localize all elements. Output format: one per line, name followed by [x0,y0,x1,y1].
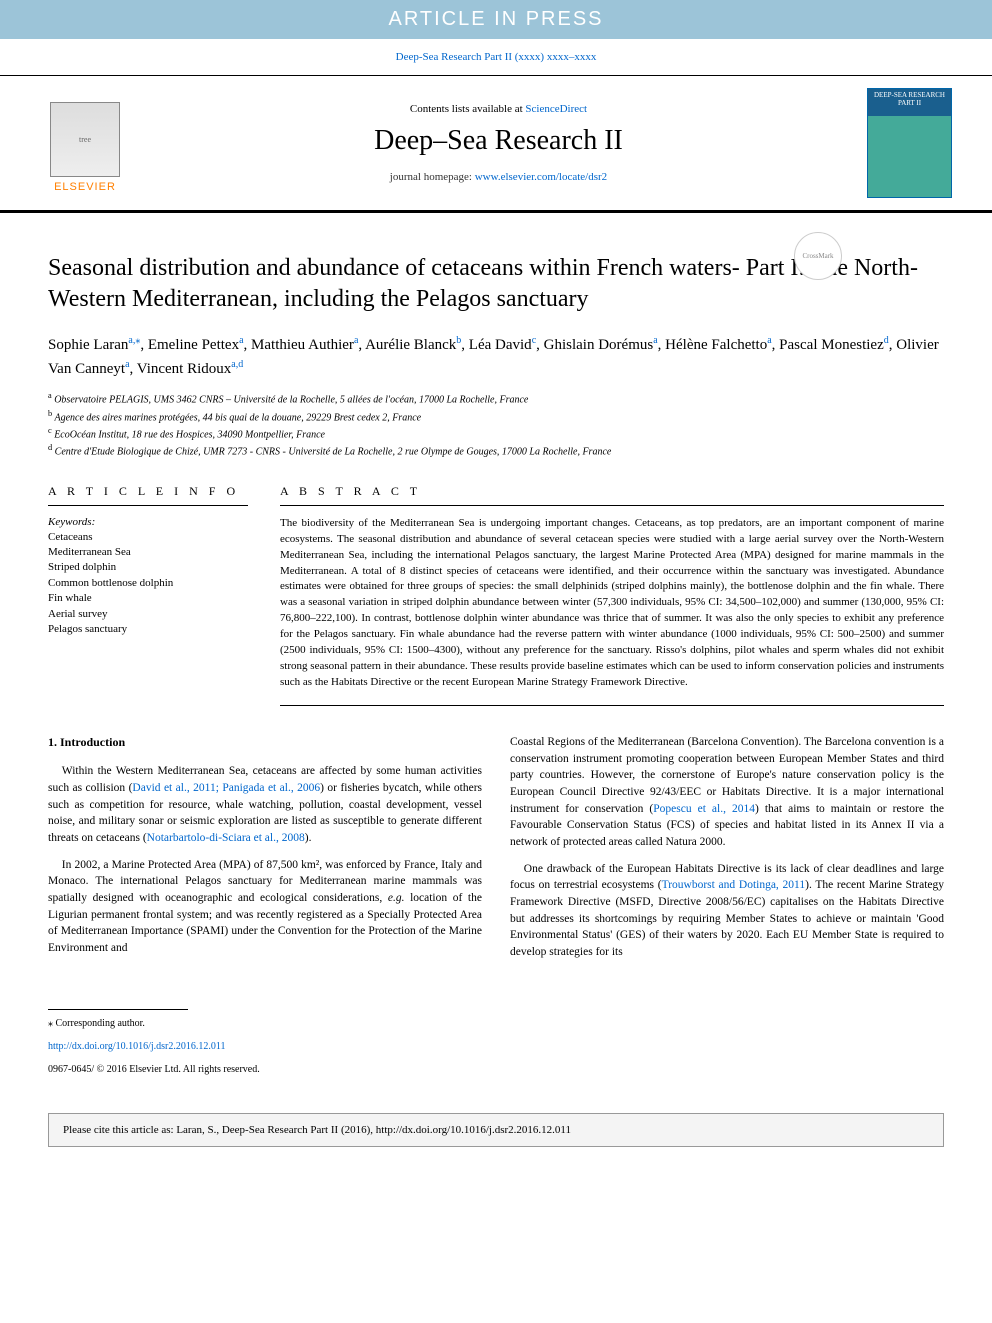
author: Pascal Monestiezd [779,337,889,353]
journal-header: tree ELSEVIER Contents lists available a… [0,75,992,213]
abstract-column: A B S T R A C T The biodiversity of the … [280,484,944,706]
abstract-heading: A B S T R A C T [280,484,944,506]
elsevier-tree-icon: tree [50,102,120,177]
info-abstract-row: A R T I C L E I N F O Keywords: Cetacean… [48,484,944,706]
affil-link[interactable]: a [239,335,243,346]
affiliation-line: b Agence des aires marines protégées, 44… [48,408,944,425]
intro-paragraph-2: In 2002, a Marine Protected Area (MPA) o… [48,857,482,957]
body-columns: 1. Introduction Within the Western Medit… [48,734,944,971]
contents-list-line: Contents lists available at ScienceDirec… [130,103,867,115]
article-info-column: A R T I C L E I N F O Keywords: Cetacean… [48,484,248,706]
crossmark-icon[interactable]: CrossMark [794,232,842,280]
journal-name: Deep–Sea Research II [130,125,867,157]
affil-link[interactable]: b [456,335,461,346]
keyword: Aerial survey [48,607,248,622]
citation-trouwborst-2011[interactable]: Trouwborst and Dotinga, 2011 [662,879,806,891]
keyword: Fin whale [48,591,248,606]
contents-prefix: Contents lists available at [410,103,525,115]
keyword: Pelagos sanctuary [48,622,248,637]
footer-block: ⁎ Corresponding author. http://dx.doi.or… [0,1009,992,1097]
author-affil-marker: a [767,335,771,346]
abstract-text: The biodiversity of the Mediterranean Se… [280,516,944,706]
affiliation-line: c EcoOcéan Institut, 18 rue des Hospices… [48,425,944,442]
doi-link[interactable]: http://dx.doi.org/10.1016/j.dsr2.2016.12… [48,1039,944,1054]
keyword: Mediterranean Sea [48,545,248,560]
corresponding-author-note: ⁎ Corresponding author. [48,1016,944,1031]
elsevier-logo: tree ELSEVIER [40,93,130,193]
author-affil-marker: a,⁎ [128,335,140,346]
affil-link[interactable]: c [532,335,536,346]
author-affil-marker: a [354,335,358,346]
copyright-line: 0967-0645/ © 2016 Elsevier Ltd. All righ… [48,1062,944,1077]
affil-link[interactable]: a [125,359,129,370]
homepage-link[interactable]: www.elsevier.com/locate/dsr2 [475,171,607,183]
keyword: Cetaceans [48,530,248,545]
author-affil-marker: a [653,335,657,346]
affil-link[interactable]: a [653,335,657,346]
citation-box: Please cite this article as: Laran, S., … [48,1113,944,1147]
author: Vincent Ridouxa,d [137,361,243,377]
author-affil-marker: b [456,335,461,346]
footnote-rule [48,1009,188,1010]
author: Matthieu Authiera [251,337,358,353]
author: Aurélie Blanckb [365,337,461,353]
author: Hélène Falchettoa [665,337,772,353]
affiliations: a Observatoire PELAGIS, UMS 3462 CNRS – … [48,390,944,459]
author-list: Sophie Larana,⁎, Emeline Pettexa, Matthi… [48,333,944,380]
keyword: Common bottlenose dolphin [48,576,248,591]
author-affil-marker: c [532,335,536,346]
author: Ghislain Dorémusa [544,337,658,353]
homepage-prefix: journal homepage: [390,171,475,183]
keywords-label: Keywords: [48,516,248,528]
journal-cover-thumbnail: DEEP-SEA RESEARCH PART II [867,88,952,198]
author: Léa Davidc [469,337,536,353]
affil-link[interactable]: a [767,335,771,346]
elsevier-text: ELSEVIER [54,181,116,193]
body-column-left: 1. Introduction Within the Western Medit… [48,734,482,971]
author-affil-marker: a [239,335,243,346]
affil-link[interactable]: d [884,335,889,346]
author-affil-marker: a [125,359,129,370]
article-in-press-banner: ARTICLE IN PRESS [0,0,992,39]
introduction-heading: 1. Introduction [48,734,482,751]
citation-david-2011[interactable]: David et al., 2011; Panigada et al., 200… [132,782,320,794]
author-affil-marker: d [884,335,889,346]
article-body: Seasonal distribution and abundance of c… [0,213,992,991]
header-center: Contents lists available at ScienceDirec… [130,103,867,183]
sciencedirect-link[interactable]: ScienceDirect [525,103,587,115]
keywords-list: CetaceansMediterranean SeaStriped dolphi… [48,530,248,638]
affiliation-line: d Centre d'Etude Biologique de Chizé, UM… [48,442,944,459]
affil-link[interactable]: a,d [231,359,243,370]
keyword: Striped dolphin [48,560,248,575]
affil-link[interactable]: a, [128,335,135,346]
author-affil-marker: a,d [231,359,243,370]
journal-reference-line: Deep-Sea Research Part II (xxxx) xxxx–xx… [0,39,992,75]
intro-paragraph-1: Within the Western Mediterranean Sea, ce… [48,763,482,846]
author: Emeline Pettexa [148,337,244,353]
citation-notarbartolo-2008[interactable]: Notarbartolo-di-Sciara et al., 2008 [147,832,305,844]
intro-paragraph-3: Coastal Regions of the Mediterranean (Ba… [510,734,944,851]
journal-homepage-line: journal homepage: www.elsevier.com/locat… [130,171,867,183]
affiliation-line: a Observatoire PELAGIS, UMS 3462 CNRS – … [48,390,944,407]
intro-paragraph-4: One drawback of the European Habitats Di… [510,861,944,961]
body-column-right: Coastal Regions of the Mediterranean (Ba… [510,734,944,971]
citation-popescu-2014[interactable]: Popescu et al., 2014 [653,803,755,815]
article-info-heading: A R T I C L E I N F O [48,484,248,506]
author: Sophie Larana,⁎ [48,337,140,353]
affil-link[interactable]: a [354,335,358,346]
